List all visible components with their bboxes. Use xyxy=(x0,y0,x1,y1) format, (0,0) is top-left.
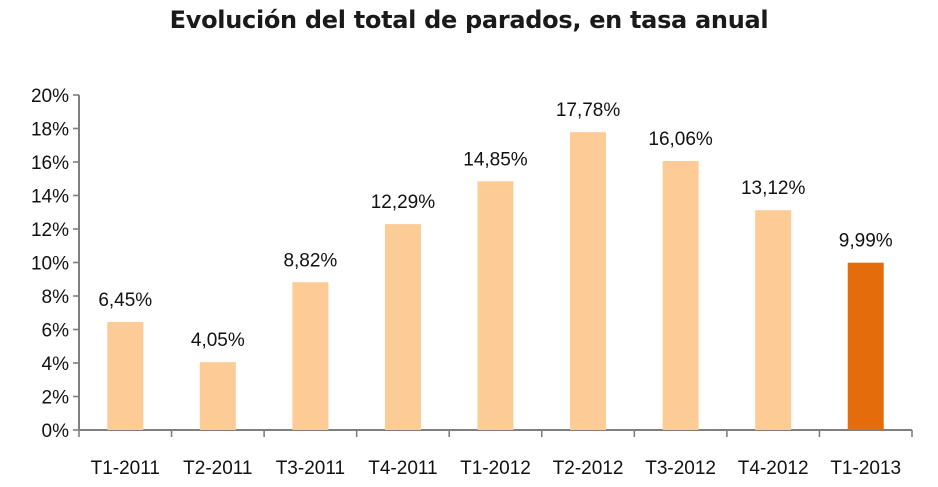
y-tick-label: 0% xyxy=(42,421,70,442)
x-tick-label: T1-2013 xyxy=(830,458,901,479)
bar xyxy=(199,362,236,430)
y-tick-label: 2% xyxy=(42,388,70,409)
data-label: 17,78% xyxy=(556,100,621,121)
y-tick-label: 18% xyxy=(31,120,69,141)
data-label: 13,12% xyxy=(741,178,806,199)
data-label: 12,29% xyxy=(371,192,436,213)
bar xyxy=(292,282,329,430)
x-tick-label: T4-2011 xyxy=(368,458,437,479)
data-label: 14,85% xyxy=(463,149,528,170)
data-label: 4,05% xyxy=(191,330,245,351)
data-label: 8,82% xyxy=(283,250,337,271)
bar xyxy=(384,224,421,430)
y-tick-label: 16% xyxy=(31,153,69,174)
y-tick-label: 10% xyxy=(31,254,69,275)
x-tick-label: T1-2012 xyxy=(460,458,531,479)
y-tick-label: 12% xyxy=(31,220,69,241)
y-tick-label: 20% xyxy=(31,86,69,107)
y-tick-label: 6% xyxy=(42,321,70,342)
chart-title: Evolución del total de parados, en tasa … xyxy=(169,6,769,34)
x-tick-label: T4-2012 xyxy=(738,458,809,479)
bar xyxy=(755,210,792,430)
bar xyxy=(107,321,144,430)
x-tick-label: T1-2011 xyxy=(91,458,160,479)
bar xyxy=(570,132,607,430)
data-label: 16,06% xyxy=(648,129,713,150)
data-label: 9,99% xyxy=(839,231,893,252)
bar xyxy=(662,160,699,430)
bar xyxy=(847,262,884,430)
x-tick-label: T2-2012 xyxy=(553,458,624,479)
x-tick-label: T3-2012 xyxy=(645,458,716,479)
y-tick-label: 4% xyxy=(42,354,70,375)
x-tick-label: T2-2011 xyxy=(183,458,252,479)
bar xyxy=(477,181,514,430)
data-label: 6,45% xyxy=(98,290,152,311)
y-tick-label: 8% xyxy=(42,287,70,308)
x-tick-label: T3-2011 xyxy=(276,458,345,479)
y-tick-label: 14% xyxy=(31,187,69,208)
